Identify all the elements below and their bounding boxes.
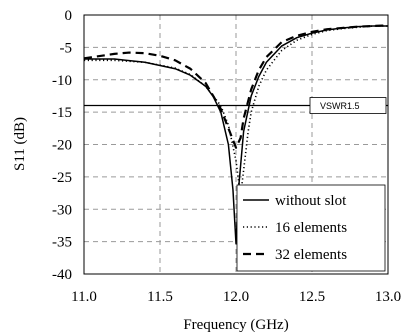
x-tick-label: 13.0 (375, 289, 401, 305)
y-tick-label: -30 (52, 202, 72, 218)
reference-line-group: VSWR1.5 (84, 97, 388, 114)
series-line-3 (83, 24, 389, 149)
y-tick-labels: 0 -5 -10 -15 -20 -25 -30 -35 -40 (52, 8, 72, 283)
y-tick-label: -25 (52, 170, 72, 186)
y-tick-label: -5 (60, 40, 73, 56)
reference-label-box (309, 97, 387, 114)
x-tick-label: 12.5 (299, 289, 325, 305)
x-tick-label: 11.0 (71, 289, 97, 305)
legend: without slot 16 elements 32 elements (236, 184, 386, 272)
y-tick-label: -40 (52, 267, 72, 283)
legend-box (236, 184, 386, 272)
x-tick-label: 11.5 (147, 289, 173, 305)
plot-frame (83, 14, 389, 275)
x-tick-labels: 11.0 11.5 12.0 12.5 13.0 (71, 289, 401, 305)
y-tick-label: -20 (52, 138, 72, 154)
y-tick-label: 0 (65, 8, 73, 24)
series-group (83, 24, 389, 245)
y-tick-label: -35 (52, 235, 72, 251)
legend-label-1: without slot (275, 193, 347, 209)
legend-label-2: 16 elements (275, 220, 347, 236)
y-axis-title: S11 (dB) (12, 117, 28, 171)
y-tick-label: -15 (52, 105, 72, 121)
x-axis-title: Frequency (GHz) (183, 317, 288, 333)
x-tick-label: 12.0 (223, 289, 249, 305)
y-tick-label: -10 (52, 73, 72, 89)
legend-label-3: 32 elements (275, 247, 347, 263)
series-line-2 (84, 25, 388, 198)
reference-label: VSWR1.5 (320, 101, 360, 111)
